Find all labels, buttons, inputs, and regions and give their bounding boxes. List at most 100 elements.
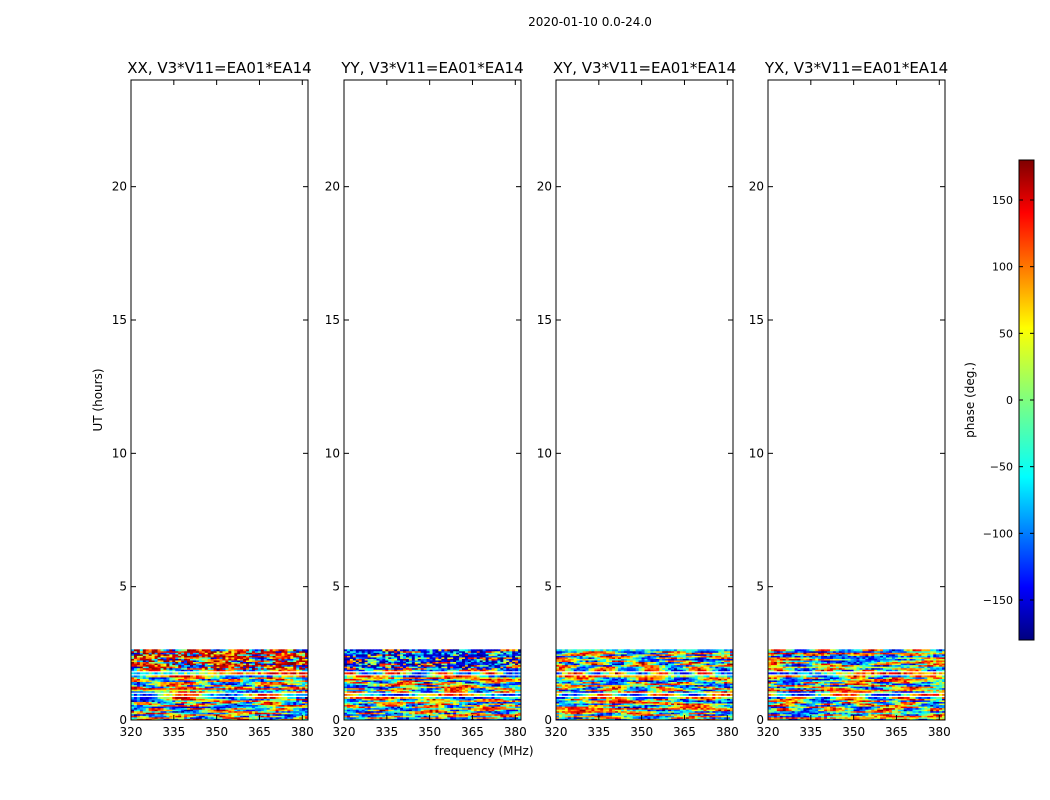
heatmap-cell — [405, 704, 410, 707]
heatmap-cell — [397, 687, 401, 690]
heatmap-cell — [355, 657, 360, 659]
heatmap-cell — [438, 650, 442, 653]
heatmap-cell — [131, 700, 135, 702]
heatmap-cell — [240, 710, 244, 713]
heatmap-cell — [435, 681, 439, 684]
heatmap-cell — [491, 676, 495, 679]
heatmap-cell — [263, 713, 268, 716]
heatmap-cell — [210, 650, 214, 653]
heatmap-cell — [488, 715, 492, 718]
heatmap-cell — [240, 712, 244, 715]
heatmap-cell — [435, 650, 439, 653]
heatmap-cell — [470, 686, 475, 689]
heatmap-cell — [467, 703, 472, 706]
heatmap-cell — [417, 687, 422, 690]
heatmap-cell — [453, 652, 457, 655]
heatmap-cell — [166, 703, 170, 706]
heatmap-cell — [139, 689, 144, 692]
heatmap-cell — [444, 701, 448, 704]
heatmap-cell — [249, 663, 253, 666]
heatmap-cell — [456, 660, 460, 663]
heatmap-cell — [420, 678, 425, 681]
heatmap-cell — [145, 710, 150, 713]
heatmap-cell — [438, 658, 442, 661]
heatmap-cell — [485, 657, 489, 659]
heatmap-cell — [482, 652, 486, 655]
heatmap-cell — [441, 653, 445, 656]
heatmap-cell — [485, 683, 489, 686]
heatmap-cell — [344, 681, 348, 684]
heatmap-cell — [473, 675, 478, 678]
heatmap-cell — [420, 687, 425, 690]
heatmap-cell — [148, 712, 153, 715]
heatmap-cell — [482, 680, 486, 682]
heatmap-cell — [506, 715, 510, 718]
heatmap-cell — [160, 658, 164, 661]
heatmap-cell — [346, 718, 351, 721]
heatmap-cell — [251, 676, 256, 679]
heatmap-cell — [450, 710, 454, 713]
heatmap-cell — [299, 666, 303, 669]
heatmap-cell — [509, 676, 513, 679]
heatmap-cell — [408, 715, 413, 718]
heatmap-cell — [470, 660, 475, 663]
heatmap-cell — [414, 687, 419, 690]
heatmap-cell — [361, 663, 366, 666]
heatmap-cell — [249, 707, 253, 710]
heatmap-cell — [166, 672, 170, 675]
heatmap-cell — [254, 676, 259, 679]
heatmap-cell — [260, 667, 265, 670]
heatmap-cell — [491, 675, 495, 678]
heatmap-cell — [195, 660, 200, 663]
heatmap-cell — [388, 661, 392, 664]
heatmap-cell — [133, 700, 138, 702]
heatmap-cell — [438, 661, 442, 664]
heatmap-cell — [243, 653, 247, 656]
heatmap-cell — [512, 669, 516, 672]
heatmap-cell — [515, 700, 519, 702]
heatmap-cell — [272, 657, 276, 659]
heatmap-cell — [358, 652, 363, 655]
heatmap-cell — [391, 675, 395, 678]
heatmap-cell — [192, 686, 197, 689]
heatmap-cell — [139, 718, 144, 721]
heatmap-cell — [148, 715, 153, 718]
heatmap-cell — [160, 689, 164, 692]
heatmap-cell — [358, 683, 363, 686]
heatmap-cell — [190, 715, 194, 718]
heatmap-cell — [426, 655, 430, 658]
heatmap-cell — [518, 700, 522, 702]
heatmap-cell — [459, 718, 463, 721]
heatmap-cell — [175, 712, 179, 715]
heatmap-cell — [462, 716, 466, 719]
heatmap-cell — [192, 713, 197, 716]
heatmap-cell — [423, 657, 427, 659]
heatmap-cell — [157, 704, 161, 707]
heatmap-cell — [479, 715, 484, 718]
heatmap-cell — [382, 655, 386, 658]
heatmap-cell — [467, 675, 472, 678]
heatmap-cell — [397, 652, 401, 655]
heatmap-cell — [450, 657, 454, 659]
heatmap-cell — [379, 693, 383, 696]
heatmap-cell — [411, 687, 416, 690]
heatmap-cell — [172, 653, 176, 656]
heatmap-cell — [438, 672, 442, 675]
heatmap-cell — [131, 709, 135, 712]
heatmap-cell — [166, 650, 170, 653]
heatmap-cell — [373, 706, 377, 709]
heatmap-cell — [438, 666, 442, 669]
heatmap-cell — [456, 678, 460, 681]
heatmap-cell — [444, 678, 448, 681]
heatmap-cell — [491, 684, 495, 687]
heatmap-cell — [296, 650, 300, 653]
heatmap-cell — [231, 706, 235, 709]
heatmap-cell — [151, 676, 155, 679]
heatmap-cell — [293, 675, 297, 678]
heatmap-cell — [462, 683, 466, 686]
heatmap-cell — [417, 686, 422, 689]
heatmap-cell — [213, 707, 217, 710]
heatmap-cell — [515, 667, 519, 670]
heatmap-cell — [352, 700, 357, 702]
heatmap-cell — [151, 712, 155, 715]
